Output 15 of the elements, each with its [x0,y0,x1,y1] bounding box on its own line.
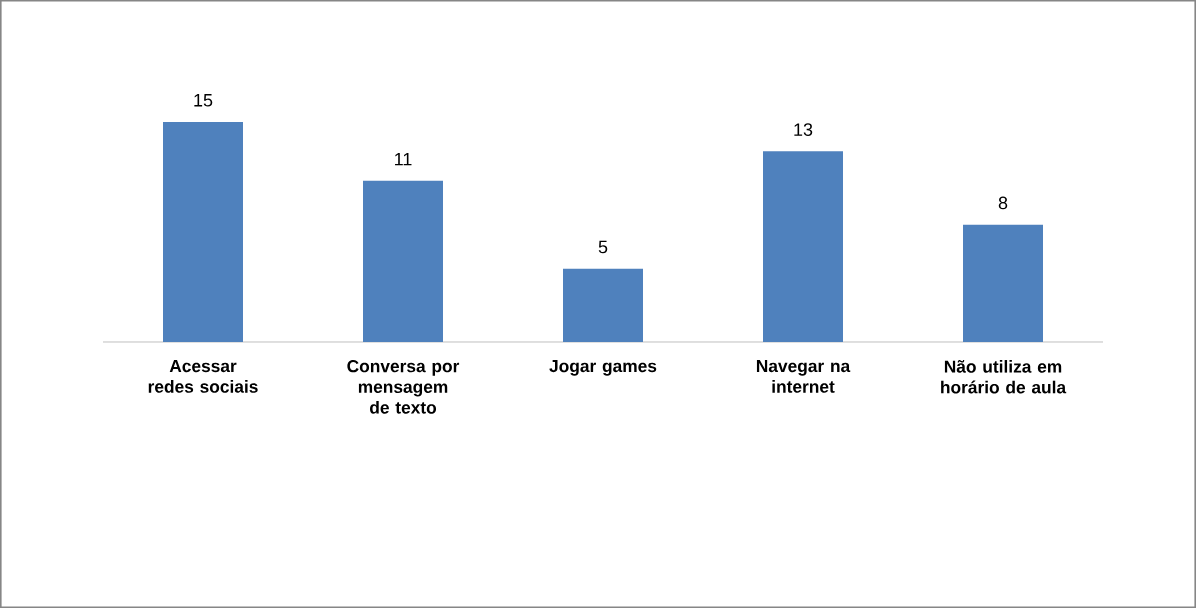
data-label: 13 [794,123,813,136]
x-tick-label: Acessar redes sociais [148,360,258,393]
data-label: 5 [598,240,608,254]
bar [163,122,243,342]
data-label: 8 [998,196,1008,210]
bar [763,151,844,342]
x-tick-label: Navegar na internet [756,360,851,393]
x-tick-label: Jogar games [549,360,657,376]
x-tick-label: Conversa por mensagem de texto [347,360,460,414]
x-tick-label: Não utiliza em horário de aula [941,360,1067,394]
bar [563,268,644,342]
bar [963,224,1044,342]
data-label: 15 [194,94,213,107]
bar [363,180,443,342]
data-label: 11 [395,152,412,166]
